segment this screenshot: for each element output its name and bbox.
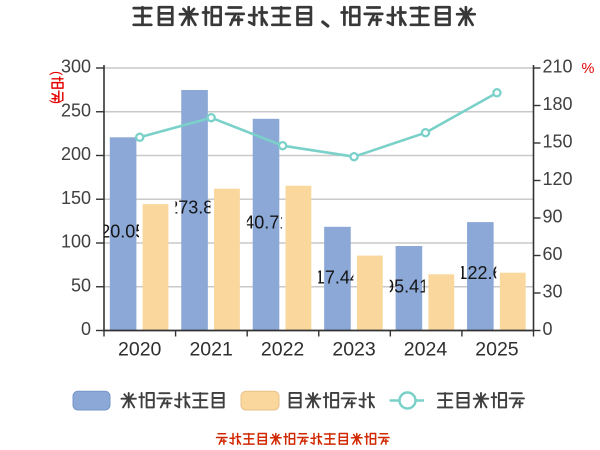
svg-text:120: 120 xyxy=(543,169,573,189)
svg-text:30: 30 xyxy=(543,282,563,302)
svg-text:2020: 2020 xyxy=(118,339,162,361)
svg-text:%: % xyxy=(582,61,595,77)
svg-text:(: ( xyxy=(50,71,65,76)
svg-text:117.44: 117.44 xyxy=(306,267,360,287)
svg-text:2021: 2021 xyxy=(189,339,232,361)
svg-text:300: 300 xyxy=(61,57,91,77)
svg-text:0: 0 xyxy=(543,319,553,339)
svg-text:180: 180 xyxy=(543,94,573,114)
svg-text:2025: 2025 xyxy=(475,339,519,361)
svg-text:90: 90 xyxy=(543,207,563,227)
svg-text:200: 200 xyxy=(61,144,91,164)
svg-text:0: 0 xyxy=(81,319,91,339)
svg-text:273.88: 273.88 xyxy=(168,198,223,218)
svg-text:2022: 2022 xyxy=(261,339,304,361)
svg-text:): ) xyxy=(50,100,65,105)
svg-text:250: 250 xyxy=(61,100,91,120)
svg-text:2024: 2024 xyxy=(404,339,448,361)
svg-text:220.05: 220.05 xyxy=(90,222,145,242)
svg-text:150: 150 xyxy=(543,132,573,152)
svg-text:60: 60 xyxy=(543,244,563,264)
svg-text:122.63: 122.63 xyxy=(458,263,513,283)
svg-text:210: 210 xyxy=(543,57,573,77)
svg-text:150: 150 xyxy=(61,188,91,208)
svg-text:95.41: 95.41 xyxy=(384,276,429,296)
svg-text:100: 100 xyxy=(61,232,91,252)
svg-text:50: 50 xyxy=(71,275,91,295)
svg-text:2023: 2023 xyxy=(332,339,375,361)
svg-text:240.71: 240.71 xyxy=(234,212,289,232)
